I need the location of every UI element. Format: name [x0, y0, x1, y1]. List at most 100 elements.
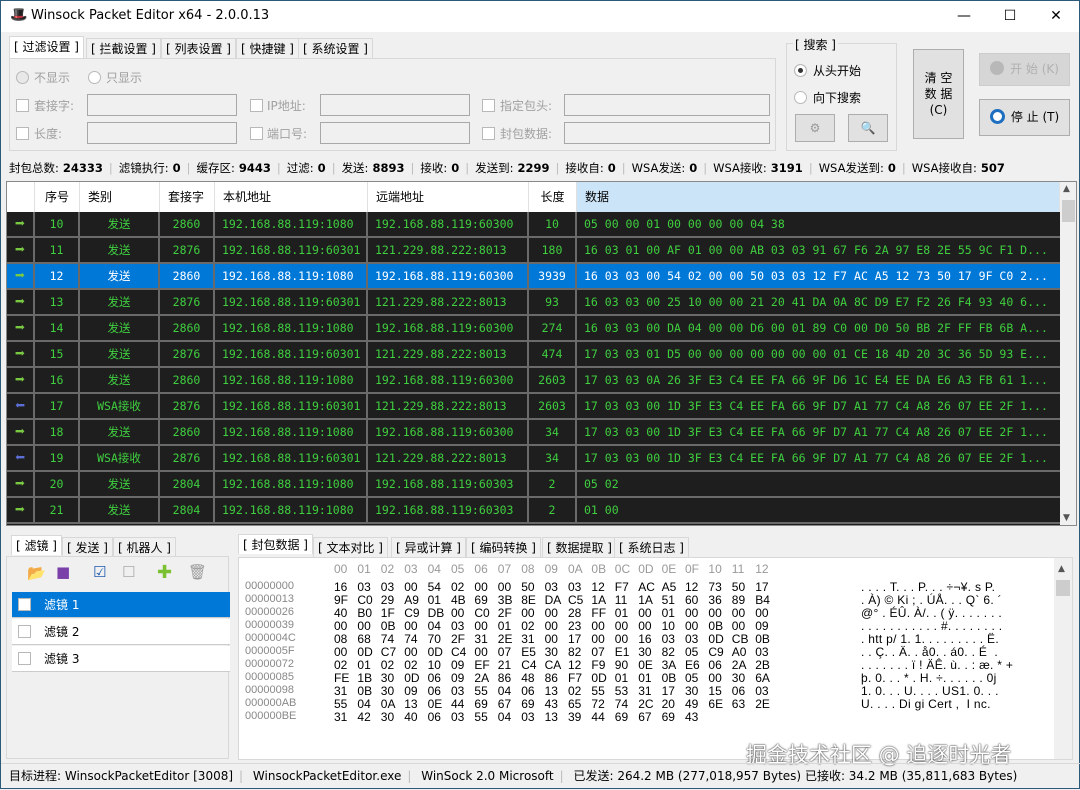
- hex-byte[interactable]: 40: [334, 606, 348, 620]
- hex-byte[interactable]: 0B: [661, 671, 677, 685]
- hex-byte[interactable]: 40: [404, 710, 418, 724]
- hex-byte[interactable]: 86: [497, 671, 512, 685]
- hex-byte[interactable]: 06: [731, 684, 746, 698]
- hex-byte[interactable]: 2E: [497, 632, 513, 646]
- hex-byte[interactable]: 07: [497, 645, 512, 659]
- radio-from-start[interactable]: [794, 64, 807, 77]
- hex-byte[interactable]: 44: [451, 697, 465, 711]
- hex-byte[interactable]: F7: [614, 580, 629, 594]
- hex-byte[interactable]: 55: [474, 710, 488, 724]
- hex-byte[interactable]: DA: [544, 593, 562, 607]
- hex-byte[interactable]: 82: [661, 645, 675, 659]
- hex-byte[interactable]: 00: [614, 619, 629, 633]
- hex-byte[interactable]: 00: [614, 632, 629, 646]
- column-header[interactable]: 类别: [80, 182, 160, 212]
- hex-ascii[interactable]: . . . . T. . . P. . . ÷¬¥. s P.: [861, 580, 996, 594]
- hex-byte[interactable]: 01: [614, 606, 629, 620]
- hex-byte[interactable]: 1A: [591, 593, 607, 607]
- hex-byte[interactable]: C4: [521, 658, 537, 672]
- hex-byte[interactable]: 55: [591, 684, 605, 698]
- hex-byte[interactable]: 01: [638, 671, 652, 685]
- hex-byte[interactable]: 69: [474, 593, 488, 607]
- hex-byte[interactable]: 49: [685, 697, 699, 711]
- search-button[interactable]: 🔍: [848, 114, 888, 142]
- hex-byte[interactable]: 68: [357, 632, 371, 646]
- tab-packet-data[interactable]: [ 封包数据 ]: [238, 534, 313, 554]
- hex-ascii[interactable]: U. . . . Di gi Cert , I nc.: [861, 697, 991, 711]
- hex-byte[interactable]: E1: [614, 645, 630, 659]
- radio-show-only[interactable]: [88, 71, 101, 84]
- hex-byte[interactable]: 30: [731, 671, 746, 685]
- hex-byte[interactable]: 55: [474, 684, 488, 698]
- column-header[interactable]: [7, 182, 35, 212]
- hex-byte[interactable]: 9F: [334, 593, 349, 607]
- hex-byte[interactable]: B0: [357, 606, 373, 620]
- hex-byte[interactable]: A5: [661, 580, 677, 594]
- hex-byte[interactable]: 03: [568, 580, 582, 594]
- tab-filters[interactable]: [ 滤镜 ]: [11, 535, 62, 555]
- hex-byte[interactable]: 21: [497, 658, 512, 672]
- header-checkbox[interactable]: [482, 99, 495, 112]
- hex-byte[interactable]: 42: [357, 710, 371, 724]
- hex-byte[interactable]: 00: [591, 619, 605, 633]
- hex-byte[interactable]: C9: [708, 645, 724, 659]
- hex-byte[interactable]: 51: [661, 593, 675, 607]
- hex-byte[interactable]: 0D: [404, 671, 420, 685]
- hex-byte[interactable]: A9: [404, 593, 419, 607]
- socket-input[interactable]: [87, 94, 237, 116]
- hex-byte[interactable]: 00: [638, 619, 652, 633]
- hex-byte[interactable]: 86: [544, 671, 558, 685]
- socket-checkbox[interactable]: [16, 99, 29, 112]
- hex-byte[interactable]: 02: [521, 619, 535, 633]
- port-checkbox[interactable]: [250, 127, 263, 140]
- hex-byte[interactable]: 00: [544, 619, 558, 633]
- hex-byte[interactable]: 17: [568, 632, 582, 646]
- table-row[interactable]: ⬅ 19 WSA接收 2876 192.168.88.119:60301 121.229.…: [7, 446, 1060, 472]
- hex-byte[interactable]: 00: [685, 619, 699, 633]
- hex-byte[interactable]: 03: [451, 619, 465, 633]
- add-icon[interactable]: ✚: [157, 562, 173, 583]
- hex-byte[interactable]: C0: [474, 606, 490, 620]
- hex-byte[interactable]: 00: [404, 580, 418, 594]
- table-row[interactable]: ➡ 10 发送 2860 192.168.88.119:1080 192.168.88.1…: [7, 212, 1060, 238]
- hex-byte[interactable]: 1A: [638, 593, 653, 607]
- hex-byte[interactable]: 2E: [755, 697, 770, 711]
- hex-byte[interactable]: 0E: [427, 697, 443, 711]
- hex-byte[interactable]: 00: [474, 645, 488, 659]
- table-scrollbar[interactable]: ▲ ▼: [1060, 182, 1076, 525]
- hex-byte[interactable]: 00: [755, 606, 769, 620]
- hex-byte[interactable]: 15: [708, 684, 722, 698]
- hex-byte[interactable]: 2F: [451, 632, 466, 646]
- hex-byte[interactable]: 00: [731, 619, 746, 633]
- hex-byte[interactable]: 05: [685, 645, 699, 659]
- length-input[interactable]: [87, 122, 237, 144]
- hex-byte[interactable]: A0: [731, 645, 747, 659]
- hex-byte[interactable]: 74: [404, 632, 418, 646]
- port-input[interactable]: [320, 122, 470, 144]
- hex-byte[interactable]: 00: [474, 580, 488, 594]
- hex-byte[interactable]: 30: [685, 684, 699, 698]
- hex-byte[interactable]: 03: [755, 684, 769, 698]
- hex-byte[interactable]: 01: [427, 593, 441, 607]
- hex-byte[interactable]: 00: [544, 632, 558, 646]
- hex-byte[interactable]: 02: [334, 658, 348, 672]
- hex-byte[interactable]: 01: [497, 619, 512, 633]
- hex-byte[interactable]: 63: [731, 697, 746, 711]
- table-row[interactable]: ➡ 12 发送 2860 192.168.88.119:1080 192.168.88.1…: [7, 264, 1060, 290]
- hex-byte[interactable]: 2A: [731, 658, 747, 672]
- hex-byte[interactable]: 1F: [380, 606, 395, 620]
- hex-byte[interactable]: 03: [755, 645, 769, 659]
- hex-byte[interactable]: 16: [638, 632, 652, 646]
- hex-byte[interactable]: 3B: [497, 593, 513, 607]
- hex-byte[interactable]: 00: [404, 645, 418, 659]
- hex-byte[interactable]: 06: [427, 710, 441, 724]
- hex-byte[interactable]: 23: [568, 619, 582, 633]
- hex-byte[interactable]: 03: [451, 710, 465, 724]
- open-folder-icon[interactable]: 📂: [27, 564, 46, 582]
- hex-byte[interactable]: 53: [614, 684, 629, 698]
- tab-hotkeys[interactable]: [ 快捷键 ]: [236, 38, 299, 58]
- delete-icon[interactable]: 🗑: [188, 563, 208, 581]
- hex-byte[interactable]: 00: [638, 606, 652, 620]
- hex-byte[interactable]: 0E: [638, 658, 653, 672]
- tab-xor-calc[interactable]: [ 异或计算 ]: [391, 537, 466, 557]
